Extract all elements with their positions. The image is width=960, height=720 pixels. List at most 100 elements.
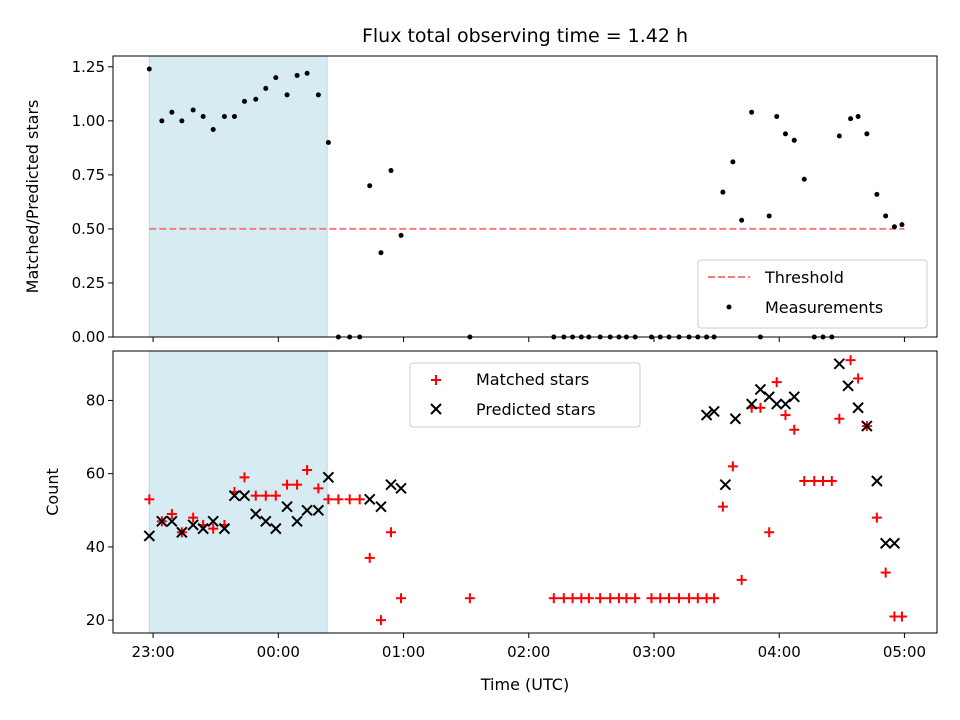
- matched-stars-point: [595, 593, 606, 604]
- matched-stars-point: [809, 476, 820, 487]
- measurement-point: [891, 224, 897, 230]
- matched-stars-point: [464, 593, 475, 604]
- predicted-stars-point: [385, 478, 397, 491]
- ratio-panel: 0.00 0.25 0.50 0.75 1.00 1.25 Matched/Predict…: [23, 55, 938, 346]
- predicted-stars-point: [395, 482, 407, 495]
- matched-stars-point: [755, 402, 766, 413]
- matched-stars-point: [605, 593, 616, 604]
- measurement-point: [294, 72, 300, 78]
- predicted-stars-point: [312, 504, 325, 517]
- series-measurements: [146, 66, 905, 340]
- matched-stars-point: [396, 593, 407, 604]
- predicted-stars-point: [207, 515, 219, 528]
- predicted-stars-point: [852, 402, 864, 414]
- matched-stars-point: [239, 472, 250, 483]
- x-tick-label: 05:00: [883, 643, 926, 661]
- matched-stars-point: [188, 512, 199, 523]
- measurement-point: [855, 114, 861, 120]
- series-predicted-stars: [143, 358, 901, 549]
- legend-matched-label: Matched stars: [476, 370, 589, 389]
- measurement-point: [739, 217, 745, 223]
- measurement-point: [263, 85, 269, 91]
- measurement-point: [801, 176, 807, 182]
- count-panel-legend: Matched stars Predicted stars: [409, 362, 641, 428]
- predicted-stars-point: [322, 471, 335, 484]
- top-panel-frame: [112, 55, 938, 338]
- matched-stars-point: [818, 476, 829, 487]
- matched-stars-point: [302, 465, 313, 476]
- x-tick-label: 02:00: [507, 643, 550, 661]
- matched-stars-point: [646, 593, 657, 604]
- matched-stars-point: [558, 593, 569, 604]
- count-panel-y-axis-label: Count: [43, 468, 62, 516]
- measurement-point: [159, 118, 165, 124]
- predicted-stars-point: [238, 489, 251, 502]
- predicted-stars-point: [218, 522, 231, 535]
- measurement-point: [730, 159, 736, 165]
- matched-stars-point: [567, 593, 578, 604]
- ratio-panel-y-axis-label: Matched/Predicted stars: [23, 100, 42, 294]
- matched-stars-point: [583, 593, 594, 604]
- matched-stars-point: [727, 461, 738, 472]
- measurement-point: [200, 114, 206, 120]
- predicted-stars-point: [771, 398, 783, 410]
- predicted-stars-point: [779, 398, 792, 410]
- matched-stars-point: [709, 593, 720, 604]
- legend-predicted-swatch: [430, 403, 442, 415]
- predicted-stars-point: [842, 380, 854, 392]
- matched-stars-point: [621, 593, 632, 604]
- y-tick-label: 1.25: [72, 58, 105, 76]
- matched-stars-point: [799, 476, 810, 487]
- predicted-stars-point: [364, 493, 376, 506]
- matched-stars-point: [323, 494, 334, 505]
- matched-stars-point: [684, 593, 695, 604]
- count-panel: 20 40 60 80 23:00 00:00 01:00 02:00 03:00 04:00 0…: [43, 350, 938, 694]
- matched-stars-point: [270, 490, 281, 501]
- y-tick-label: 1.00: [72, 112, 105, 130]
- matched-stars-point: [364, 552, 375, 563]
- matched-stars-point: [292, 479, 303, 490]
- legend-predicted-label: Predicted stars: [476, 400, 596, 419]
- predicted-stars-point: [788, 391, 800, 403]
- measurement-point: [210, 126, 216, 132]
- matched-stars-point: [333, 494, 344, 505]
- measurement-point: [782, 131, 788, 137]
- matched-stars-point: [771, 377, 782, 388]
- matched-stars-point: [871, 512, 882, 523]
- predicted-stars-point: [301, 504, 313, 517]
- matched-stars-point: [260, 490, 271, 501]
- measurement-point: [388, 168, 394, 174]
- predicted-stars-point: [700, 409, 713, 421]
- x-axis-label: Time (UTC): [480, 675, 569, 694]
- matched-stars-point: [144, 494, 155, 505]
- bot-panel-frame: [112, 350, 938, 634]
- measurement-point: [190, 107, 196, 113]
- matched-stars-point: [166, 508, 177, 519]
- matched-stars-point: [208, 523, 219, 534]
- measurement-point: [864, 131, 870, 137]
- matched-stars-point: [630, 593, 641, 604]
- predicted-stars-point: [197, 522, 209, 535]
- predicted-stars-point: [143, 530, 156, 542]
- measurement-point: [221, 114, 227, 120]
- matched-stars-point: [717, 501, 728, 512]
- measurement-point: [378, 250, 384, 256]
- predicted-stars-point: [228, 489, 241, 502]
- ratio-panel-legend: Threshold Measurements: [697, 259, 928, 329]
- measurement-point: [273, 75, 279, 81]
- measurement-point: [284, 92, 290, 98]
- predicted-stars-point: [281, 500, 293, 513]
- predicted-stars-point: [745, 398, 758, 410]
- measurement-point: [899, 222, 905, 228]
- predicted-stars-point: [754, 383, 767, 396]
- measurement-point: [874, 191, 880, 197]
- matched-stars-point: [344, 494, 355, 505]
- y-tick-label: 0.00: [72, 328, 105, 346]
- matched-stars-point: [880, 567, 891, 578]
- predicted-stars-point: [719, 478, 732, 491]
- matched-stars-point: [250, 490, 261, 501]
- x-tick-label: 03:00: [632, 643, 675, 661]
- y-tick-label: 40: [86, 538, 105, 556]
- legend-box: [409, 362, 641, 428]
